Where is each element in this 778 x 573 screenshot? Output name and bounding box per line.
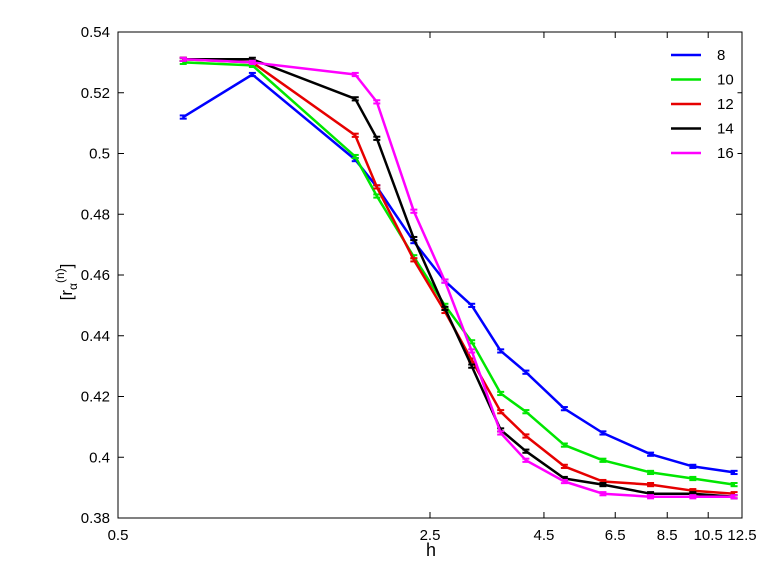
- data-point-14-5: [441, 305, 449, 312]
- y-tick-label: 0.4: [89, 449, 110, 466]
- data-point-8-13: [730, 469, 738, 476]
- data-point-12-9: [560, 463, 568, 469]
- data-point-10-12: [689, 475, 697, 482]
- series-line-14: [183, 58, 735, 498]
- data-point-10-3: [373, 193, 381, 199]
- x-tick-label: 6.5: [605, 527, 626, 544]
- data-point-14-2: [351, 96, 359, 102]
- data-point-16-10: [599, 491, 607, 497]
- series-line-12: [183, 58, 735, 495]
- data-point-10-8: [522, 409, 530, 415]
- data-point-16-4: [410, 208, 418, 214]
- y-tick-label: 0.54: [81, 24, 110, 41]
- data-point-8-11: [647, 451, 655, 457]
- y-axis-label-sub: α: [66, 283, 80, 290]
- data-point-16-11: [647, 494, 655, 500]
- data-point-12-8: [522, 433, 530, 439]
- data-point-10-10: [599, 457, 607, 463]
- y-tick-label: 0.48: [81, 206, 110, 223]
- data-point-10-7: [497, 390, 505, 397]
- x-tick-label: 0.5: [108, 527, 129, 544]
- y-tick-label: 0.46: [81, 267, 110, 284]
- y-tick-label: 0.38: [81, 510, 110, 527]
- y-axis-label-sup: (n): [53, 268, 67, 283]
- data-point-14-6: [468, 363, 476, 369]
- y-axis-label-main: [r: [57, 290, 76, 301]
- legend-label-16: 16: [717, 145, 734, 162]
- y-axis-label: [rα(n)]: [53, 264, 80, 301]
- data-point-10-9: [560, 442, 568, 448]
- data-point-8-9: [560, 406, 568, 412]
- data-point-16-3: [373, 99, 381, 105]
- data-point-16-13: [730, 494, 738, 500]
- y-tick-label: 0.44: [81, 328, 110, 345]
- data-point-8-7: [497, 348, 505, 354]
- legend: 8 10 12 14 16: [664, 39, 738, 169]
- data-point-16-6: [468, 348, 476, 354]
- data-point-16-7: [497, 430, 505, 436]
- data-point-12-11: [647, 481, 655, 488]
- data-point-8-6: [468, 302, 476, 308]
- series-line-16: [183, 58, 735, 498]
- data-point-14-8: [522, 448, 530, 454]
- data-point-16-1: [248, 59, 256, 65]
- data-point-12-2: [351, 132, 359, 138]
- data-point-14-10: [599, 481, 607, 488]
- data-point-12-7: [497, 409, 505, 415]
- x-axis-label: h: [426, 540, 436, 560]
- data-point-12-3: [373, 184, 381, 190]
- data-point-8-10: [599, 430, 607, 436]
- data-point-14-4: [410, 235, 418, 242]
- data-point-10-13: [730, 481, 738, 488]
- data-point-12-4: [410, 257, 418, 263]
- data-point-10-2: [351, 153, 359, 160]
- data-point-8-1: [248, 71, 256, 78]
- data-point-8-12: [689, 463, 697, 469]
- data-point-16-8: [522, 457, 530, 463]
- axes-layer: 0.5 2.5 4.5 6.5 8.5 10.5 12.5 0.38 0.4 0.42 0.44 0.…: [81, 24, 757, 544]
- data-point-16-2: [351, 71, 359, 78]
- x-tick-label: 12.5: [727, 527, 756, 544]
- data-point-16-0: [179, 56, 187, 62]
- data-point-8-0: [179, 114, 187, 120]
- y-tick-label: 0.52: [81, 85, 110, 102]
- data-point-16-9: [560, 478, 568, 485]
- y-tick-label: 0.42: [81, 389, 110, 406]
- legend-label-8: 8: [717, 47, 725, 64]
- x-tick-label: 8.5: [657, 527, 678, 544]
- x-tick-label: 2.5: [420, 527, 441, 544]
- y-axis-label-close: ]: [57, 264, 76, 269]
- data-point-16-12: [689, 494, 697, 500]
- x-tick-label: 4.5: [534, 527, 555, 544]
- legend-label-12: 12: [717, 96, 734, 113]
- data-point-14-3: [373, 135, 381, 141]
- legend-label-14: 14: [717, 121, 734, 138]
- series-line-10: [183, 61, 735, 486]
- y-tick-label: 0.5: [89, 146, 110, 163]
- legend-label-10: 10: [717, 72, 734, 89]
- data-point-10-11: [647, 469, 655, 476]
- series-layer: [179, 56, 738, 500]
- x-tick-label: 10.5: [694, 527, 723, 544]
- data-point-8-8: [522, 369, 530, 375]
- data-point-16-5: [441, 278, 449, 284]
